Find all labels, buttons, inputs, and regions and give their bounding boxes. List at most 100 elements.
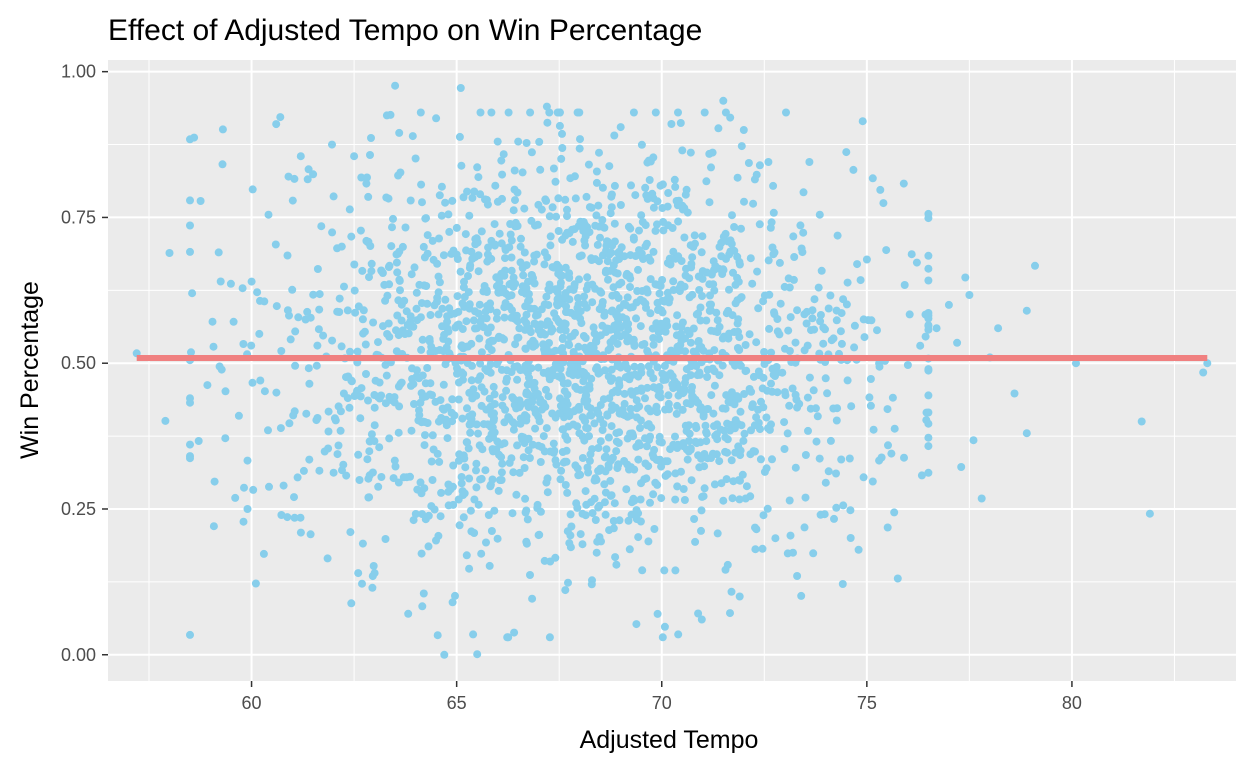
data-point (734, 315, 743, 324)
data-point (209, 522, 218, 531)
data-point (513, 441, 522, 450)
data-point (733, 252, 742, 261)
data-point (522, 139, 531, 147)
data-point (580, 368, 589, 377)
data-point (582, 192, 591, 201)
data-point (658, 633, 667, 642)
data-point (285, 419, 294, 428)
data-point (651, 108, 660, 117)
data-point (511, 340, 520, 349)
data-point (498, 334, 507, 343)
data-point (667, 120, 676, 128)
data-point (540, 260, 549, 269)
data-point (839, 501, 848, 510)
data-point (401, 330, 409, 338)
data-point (586, 404, 595, 413)
data-point (513, 362, 522, 371)
data-point (391, 81, 400, 90)
data-point (521, 344, 530, 353)
data-point (533, 220, 542, 229)
data-point (771, 534, 780, 543)
data-point (408, 132, 417, 141)
data-point (251, 579, 260, 588)
data-point (491, 240, 500, 249)
data-point (636, 517, 645, 526)
data-point (586, 450, 595, 459)
data-point (644, 537, 653, 546)
data-point (700, 484, 709, 493)
data-point (333, 307, 342, 316)
data-point (388, 223, 396, 232)
data-point (710, 480, 719, 489)
data-point (531, 341, 540, 350)
data-point (905, 310, 914, 319)
data-point (462, 246, 471, 255)
data-point (712, 308, 721, 317)
data-point (421, 214, 430, 223)
data-point (882, 246, 891, 255)
data-point (704, 405, 712, 413)
data-point (690, 231, 699, 240)
data-point (663, 457, 672, 466)
data-point (519, 271, 528, 280)
data-point (791, 390, 800, 399)
data-point (571, 328, 579, 337)
data-point (578, 454, 587, 462)
data-point (621, 360, 630, 368)
data-point (669, 277, 678, 286)
data-point (622, 271, 631, 280)
data-point (547, 324, 556, 333)
data-point (632, 442, 641, 451)
data-point (612, 560, 621, 569)
data-point (507, 236, 516, 245)
data-point (426, 379, 435, 388)
data-point (541, 402, 550, 411)
data-point (393, 268, 402, 277)
data-point (612, 437, 621, 446)
data-point (702, 437, 711, 446)
data-point (564, 422, 573, 431)
data-point (453, 321, 462, 330)
data-point (411, 154, 420, 163)
data-point (805, 373, 814, 382)
data-point (402, 307, 411, 316)
y-tick-label: 0.00 (61, 645, 96, 665)
data-point (868, 477, 877, 486)
data-point (606, 344, 615, 353)
data-point (781, 344, 789, 353)
data-point (683, 455, 692, 464)
data-point (686, 148, 695, 157)
data-point (613, 269, 622, 278)
data-point (522, 284, 531, 293)
data-point (475, 334, 484, 343)
data-point (441, 198, 450, 207)
data-point (492, 308, 501, 317)
data-point (555, 318, 564, 327)
data-point (313, 341, 322, 350)
data-point (289, 411, 298, 420)
data-point (735, 592, 744, 601)
data-point (210, 477, 219, 486)
data-point (288, 196, 297, 205)
data-point (524, 297, 532, 306)
data-point (643, 158, 652, 167)
data-point (555, 121, 564, 130)
data-point (893, 574, 902, 583)
data-point (596, 331, 605, 340)
data-point (637, 211, 646, 220)
data-point (592, 548, 601, 557)
data-point (965, 291, 974, 299)
data-point (290, 513, 299, 522)
data-point (672, 322, 681, 331)
data-point (614, 248, 623, 257)
data-point (626, 251, 635, 260)
data-point (410, 400, 418, 408)
data-point (417, 345, 426, 354)
x-tick-label: 65 (447, 693, 467, 713)
data-point (740, 197, 748, 206)
data-point (407, 426, 416, 435)
data-point (634, 455, 643, 464)
data-point (575, 275, 583, 284)
data-point (370, 403, 379, 412)
data-point (816, 311, 825, 319)
